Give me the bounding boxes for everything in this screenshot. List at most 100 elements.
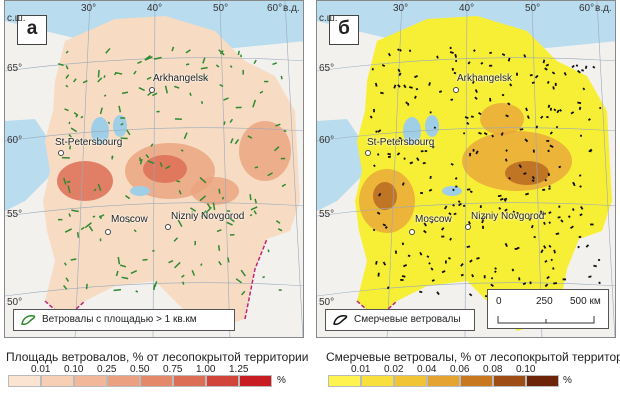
lon-tick: 30° bbox=[81, 3, 97, 14]
windthrow-mark bbox=[441, 235, 445, 238]
windthrow-mark bbox=[189, 92, 192, 96]
windthrow-mark bbox=[254, 166, 259, 169]
windthrow-mark bbox=[479, 205, 482, 209]
windthrow-mark bbox=[481, 217, 484, 221]
windthrow-mark bbox=[68, 121, 71, 125]
windthrow-mark bbox=[237, 50, 240, 56]
windthrow-mark bbox=[69, 145, 72, 150]
windthrow-mark bbox=[504, 208, 508, 212]
ramp-swatch bbox=[460, 375, 493, 387]
windthrow-mark bbox=[578, 106, 582, 111]
windthrow-mark bbox=[65, 74, 70, 79]
windthrow-mark bbox=[562, 278, 567, 281]
legend-label: Смерчевые ветровалы bbox=[354, 314, 461, 325]
windthrow-mark bbox=[455, 59, 458, 63]
city-marker bbox=[105, 229, 111, 235]
windthrow-mark bbox=[183, 132, 188, 140]
scale-ruler bbox=[497, 316, 595, 324]
windthrow-mark bbox=[558, 205, 561, 208]
city-marker bbox=[365, 150, 371, 156]
lat-tick: 65° bbox=[7, 63, 23, 74]
windthrow-mark bbox=[472, 148, 475, 152]
windthrow-mark bbox=[146, 76, 152, 80]
windthrow-mark bbox=[387, 155, 391, 158]
windthrow-mark bbox=[218, 49, 225, 56]
windthrow-mark bbox=[453, 212, 457, 216]
windthrow-mark bbox=[414, 75, 418, 79]
windthrow-mark bbox=[424, 150, 428, 153]
windthrow-mark bbox=[452, 203, 455, 207]
windthrow-mark bbox=[548, 187, 551, 190]
windthrow-mark bbox=[460, 273, 464, 277]
windthrow-mark bbox=[490, 276, 494, 280]
ramp-title: Площадь ветровалов, % от лесопокрытой те… bbox=[6, 350, 309, 364]
windthrow-mark bbox=[88, 225, 94, 232]
windthrow-mark bbox=[280, 157, 286, 160]
density-zone bbox=[191, 177, 239, 205]
windthrow-mark bbox=[63, 284, 68, 290]
windthrow-mark bbox=[85, 283, 88, 290]
windthrow-mark bbox=[428, 262, 431, 265]
map-panel-b: б 30° 40° 50° 60° в.д. с.ш. 65° 60° 55° … bbox=[316, 0, 616, 338]
windthrow-mark bbox=[499, 197, 504, 201]
windthrow-mark bbox=[206, 203, 212, 209]
windthrow-mark bbox=[401, 242, 405, 246]
windthrow-mark bbox=[450, 98, 454, 101]
windthrow-mark bbox=[518, 277, 521, 281]
windthrow-mark bbox=[283, 129, 287, 133]
city-label: Nizniy Novgorod bbox=[471, 211, 545, 222]
windthrow-mark bbox=[554, 82, 557, 87]
windthrow-mark bbox=[398, 72, 402, 77]
windthrow-mark bbox=[111, 155, 114, 160]
ramp-swatch bbox=[328, 375, 361, 387]
windthrow-mark bbox=[592, 65, 596, 69]
windthrow-mark bbox=[201, 75, 205, 78]
windthrow-mark bbox=[546, 275, 550, 280]
windthrow-mark bbox=[489, 51, 492, 55]
windthrow-mark bbox=[275, 220, 281, 224]
windthrow-mark bbox=[466, 121, 470, 125]
windthrow-mark bbox=[546, 115, 549, 119]
windthrow-mark bbox=[218, 188, 221, 194]
windthrow-mark bbox=[387, 152, 392, 156]
baltic-sea bbox=[317, 119, 365, 211]
windthrow-mark bbox=[405, 101, 408, 105]
windthrow-mark bbox=[420, 150, 424, 153]
windthrow-mark bbox=[581, 69, 584, 72]
windthrow-mark bbox=[194, 240, 197, 246]
windthrow-mark bbox=[478, 112, 482, 116]
windthrow-mark bbox=[221, 196, 225, 200]
windthrow-mark bbox=[458, 202, 462, 207]
windthrow-mark bbox=[457, 200, 461, 204]
windthrow-mark bbox=[416, 157, 420, 162]
windthrow-mark bbox=[82, 80, 88, 84]
windthrow-mark bbox=[262, 275, 266, 279]
windthrow-mark bbox=[543, 221, 546, 225]
windthrow-mark bbox=[394, 250, 398, 254]
lat-tick: 55° bbox=[319, 209, 335, 220]
windthrow-mark bbox=[399, 48, 402, 52]
windthrow-mark bbox=[267, 172, 273, 177]
windthrow-mark bbox=[212, 202, 216, 211]
windthrow-mark bbox=[189, 207, 197, 212]
map-a-canvas bbox=[5, 1, 303, 337]
lon-tick: 60° bbox=[267, 3, 283, 14]
windthrow-mark bbox=[80, 226, 85, 231]
ramp-unit: % bbox=[563, 375, 572, 386]
windthrow-mark bbox=[478, 131, 482, 135]
windthrow-mark bbox=[130, 269, 138, 275]
windthrow-mark bbox=[223, 121, 226, 125]
ramp-label: 0.50 bbox=[130, 364, 150, 375]
windthrow-mark bbox=[242, 69, 244, 75]
windthrow-mark bbox=[448, 257, 451, 260]
scale-label: 500 км bbox=[570, 296, 601, 307]
windthrow-mark bbox=[415, 87, 419, 91]
windthrow-mark bbox=[504, 199, 507, 202]
windthrow-mark bbox=[545, 63, 550, 67]
windthrow-mark bbox=[531, 81, 535, 85]
windthrow-mark bbox=[142, 258, 148, 261]
windthrow-mark bbox=[144, 55, 151, 61]
windthrow-mark bbox=[97, 183, 102, 191]
windthrow-mark bbox=[463, 132, 466, 135]
windthrow-mark bbox=[577, 69, 581, 74]
